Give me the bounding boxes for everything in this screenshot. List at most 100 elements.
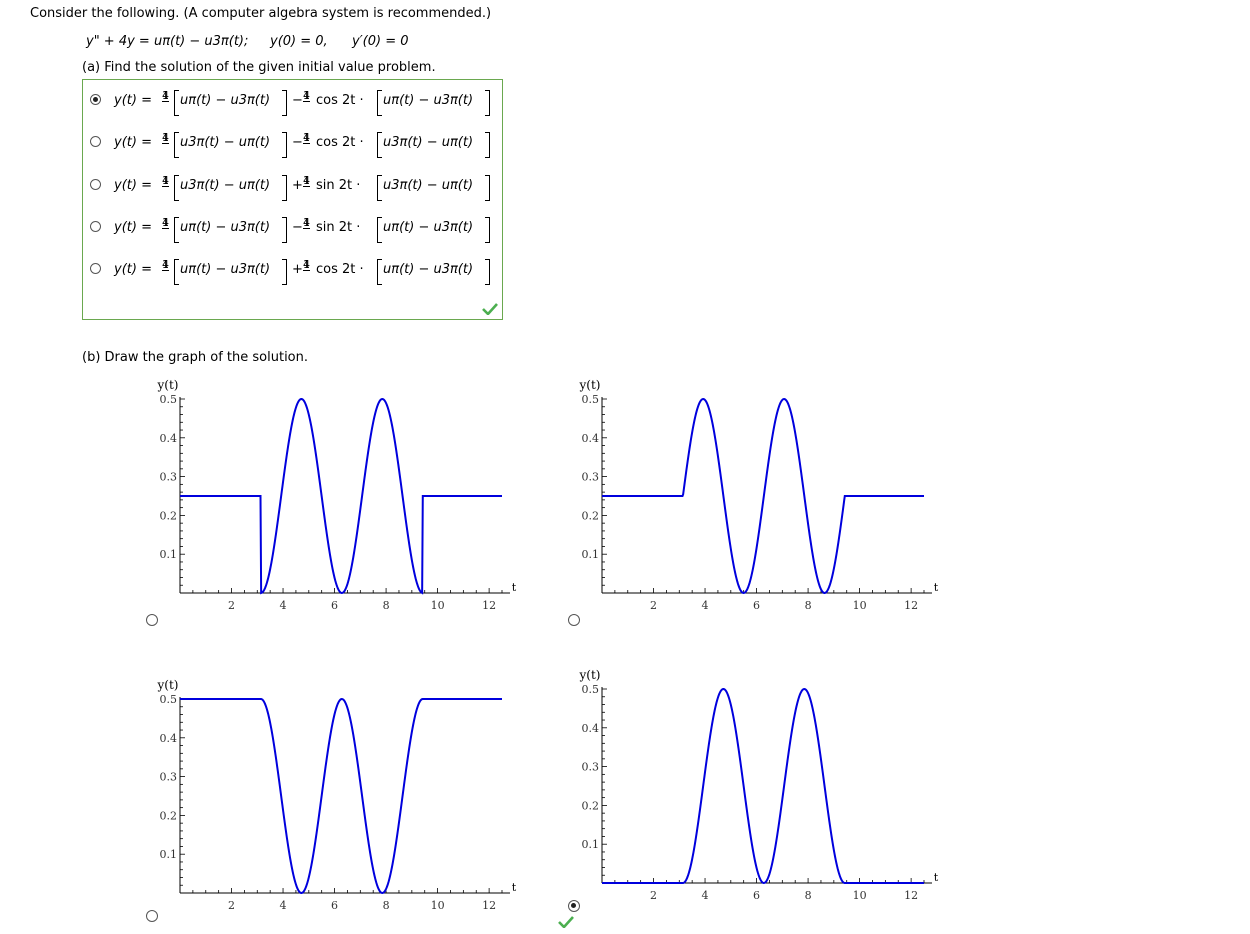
y-tick-label: 0.1 [582, 548, 600, 561]
radio-button[interactable] [90, 136, 101, 147]
y-axis-label: y(t) [579, 378, 601, 392]
x-tick-label: 2 [228, 899, 235, 910]
y-tick-label: 0.2 [582, 509, 600, 522]
bracket-left [174, 132, 179, 158]
y-tick-label: 0.4 [160, 732, 178, 745]
graph-radio-button[interactable] [568, 614, 580, 626]
x-tick-label: 6 [753, 889, 760, 900]
bracket-left [377, 132, 382, 158]
x-tick-label: 6 [331, 899, 338, 910]
x-tick-label: 12 [904, 599, 918, 610]
x-tick-label: 12 [482, 599, 496, 610]
y-tick-label: 0.2 [160, 509, 178, 522]
x-tick-label: 6 [753, 599, 760, 610]
x-tick-label: 8 [805, 889, 812, 900]
lhs: y(t) = [114, 135, 152, 150]
y-tick-label: 0.3 [160, 471, 178, 484]
bracket-right [485, 175, 490, 201]
bracket-left [174, 217, 179, 243]
y-tick-label: 0.4 [582, 432, 600, 445]
bracket-content: uπ(t) − u3π(t) [383, 220, 474, 235]
bracket-right [282, 217, 287, 243]
x-axis-label: t [512, 881, 517, 894]
x-tick-label: 2 [650, 599, 657, 610]
checkmark-icon [558, 916, 574, 928]
bracket-left [174, 90, 179, 116]
lhs: y(t) = [114, 220, 152, 235]
part-a-prompt: (a) Find the solution of the given initi… [82, 60, 436, 75]
y-tick-label: 0.4 [160, 432, 178, 445]
trig-function: cos 2t · [316, 262, 364, 277]
radio-button[interactable] [90, 221, 101, 232]
bracket-content: u3π(t) − uπ(t) [180, 178, 271, 193]
bracket-right [282, 132, 287, 158]
bracket-left [377, 90, 382, 116]
bracket-right [282, 175, 287, 201]
x-tick-label: 10 [431, 899, 445, 910]
operator: + [292, 262, 303, 277]
x-tick-label: 8 [805, 599, 812, 610]
bracket-content: uπ(t) − u3π(t) [180, 93, 271, 108]
bracket-right [485, 132, 490, 158]
graph-radio-button[interactable] [146, 614, 158, 626]
x-tick-label: 4 [702, 599, 709, 610]
answer-options-box [82, 79, 503, 320]
y-axis-label: y(t) [157, 378, 179, 392]
y-tick-label: 0.5 [160, 693, 178, 706]
lhs: y(t) = [114, 178, 152, 193]
solution-graph: 2 4 6 8 10 12 0.1 0.2 0.3 0.4 0.5y(t) t [579, 378, 939, 610]
bracket-content: uπ(t) − u3π(t) [180, 220, 271, 235]
bracket-right [485, 217, 490, 243]
x-tick-label: 12 [904, 889, 918, 900]
solution-graph: 2 4 6 8 10 12 0.1 0.2 0.3 0.4 0.5y(t) t [579, 668, 939, 900]
x-axis-label: t [934, 581, 939, 594]
initial-condition-2: y′(0) = 0 [352, 34, 409, 49]
y-tick-label: 0.1 [160, 848, 178, 861]
operator: + [292, 178, 303, 193]
y-tick-label: 0.5 [582, 393, 600, 406]
radio-button[interactable] [90, 263, 101, 274]
radio-button[interactable] [90, 179, 101, 190]
bracket-left [377, 217, 382, 243]
trig-function: sin 2t · [316, 220, 361, 235]
trig-function: cos 2t · [316, 135, 364, 150]
y-axis-label: y(t) [157, 678, 179, 692]
bracket-content: uπ(t) − u3π(t) [383, 93, 474, 108]
y-tick-label: 0.1 [160, 548, 178, 561]
y-tick-label: 0.3 [582, 471, 600, 484]
graph-radio-button[interactable] [568, 900, 580, 912]
y-tick-label: 0.4 [582, 722, 600, 735]
bracket-content: uπ(t) − u3π(t) [383, 262, 474, 277]
x-axis-label: t [934, 871, 939, 884]
x-tick-label: 12 [482, 899, 496, 910]
trig-function: cos 2t · [316, 93, 364, 108]
intro-text: Consider the following. (A computer alge… [30, 6, 492, 21]
x-tick-label: 4 [280, 899, 287, 910]
solution-curve [602, 397, 924, 595]
x-tick-label: 10 [853, 889, 867, 900]
y-tick-label: 0.2 [582, 799, 600, 812]
bracket-right [282, 259, 287, 285]
checkmark-icon [482, 303, 498, 315]
radio-button[interactable] [90, 94, 101, 105]
x-tick-label: 6 [331, 599, 338, 610]
x-tick-label: 2 [650, 889, 657, 900]
graph-radio-button[interactable] [146, 910, 158, 922]
solution-curve [180, 698, 502, 895]
bracket-left [377, 259, 382, 285]
bracket-left [377, 175, 382, 201]
x-tick-label: 10 [853, 599, 867, 610]
solution-graph: 2 4 6 8 10 12 0.1 0.2 0.3 0.4 0.5y(t) t [157, 678, 517, 910]
solution-curve [180, 397, 502, 595]
x-tick-label: 4 [702, 889, 709, 900]
solution-graph: 2 4 6 8 10 12 0.1 0.2 0.3 0.4 0.5y(t) t [157, 378, 517, 610]
x-tick-label: 10 [431, 599, 445, 610]
bracket-content: u3π(t) − uπ(t) [383, 178, 474, 193]
x-axis-label: t [512, 581, 517, 594]
bracket-right [485, 90, 490, 116]
y-tick-label: 0.5 [582, 683, 600, 696]
bracket-content: uπ(t) − u3π(t) [180, 262, 271, 277]
solution-curve [602, 687, 924, 884]
differential-equation: y" + 4y = uπ(t) − u3π(t); [86, 34, 249, 49]
y-tick-label: 0.3 [160, 771, 178, 784]
